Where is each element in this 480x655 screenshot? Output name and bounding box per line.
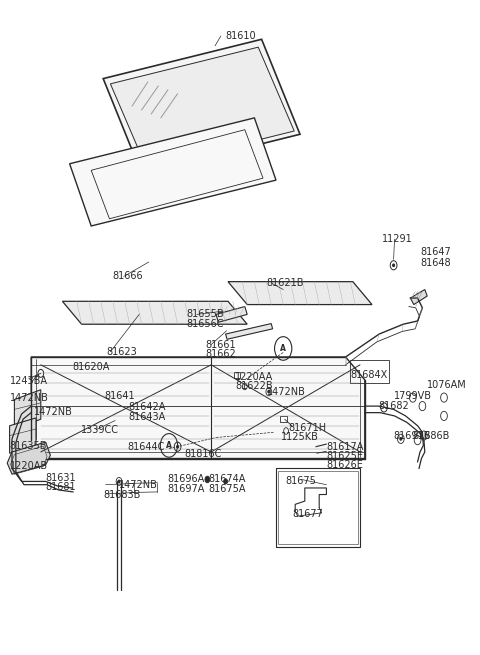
Bar bbox=[234, 372, 240, 378]
Text: 81682: 81682 bbox=[378, 401, 409, 411]
Text: 81643A: 81643A bbox=[129, 412, 166, 422]
Text: 81620A: 81620A bbox=[72, 362, 109, 372]
Text: 81617A: 81617A bbox=[326, 441, 364, 452]
Text: 1125KB: 1125KB bbox=[281, 432, 319, 442]
Polygon shape bbox=[226, 324, 273, 339]
Bar bbox=[280, 416, 287, 422]
Circle shape bbox=[268, 390, 270, 393]
Text: 81675A: 81675A bbox=[209, 483, 246, 494]
Bar bbox=[278, 471, 358, 544]
Text: 81662: 81662 bbox=[205, 348, 236, 359]
Text: 81631: 81631 bbox=[46, 473, 76, 483]
Text: 1799VB: 1799VB bbox=[394, 391, 432, 402]
Text: 81635B: 81635B bbox=[10, 441, 47, 451]
Circle shape bbox=[118, 480, 120, 483]
Text: 81677: 81677 bbox=[293, 509, 324, 519]
Polygon shape bbox=[91, 130, 263, 219]
Bar bbox=[276, 468, 360, 547]
Text: 81644C: 81644C bbox=[127, 442, 165, 453]
Text: 81641: 81641 bbox=[105, 390, 135, 401]
Text: 81647: 81647 bbox=[420, 247, 451, 257]
Text: 81697A: 81697A bbox=[167, 483, 204, 494]
Text: 81610: 81610 bbox=[226, 31, 256, 41]
Text: A: A bbox=[166, 441, 172, 450]
Text: A: A bbox=[280, 344, 286, 353]
Text: 1220AA: 1220AA bbox=[235, 371, 274, 382]
Circle shape bbox=[177, 445, 179, 448]
Text: 1243BA: 1243BA bbox=[10, 376, 48, 386]
Polygon shape bbox=[10, 418, 36, 453]
Text: 81661: 81661 bbox=[205, 339, 236, 350]
Polygon shape bbox=[410, 290, 427, 305]
Text: 81648: 81648 bbox=[420, 258, 451, 269]
Text: 81655B: 81655B bbox=[186, 309, 224, 320]
Circle shape bbox=[393, 264, 395, 267]
Text: 1472NB: 1472NB bbox=[10, 392, 48, 403]
Polygon shape bbox=[70, 118, 276, 226]
Text: 81666: 81666 bbox=[113, 271, 144, 282]
Text: 81816C: 81816C bbox=[185, 449, 222, 459]
Text: 1220AB: 1220AB bbox=[10, 461, 48, 472]
Text: 81626E: 81626E bbox=[326, 460, 363, 470]
Text: 81674A: 81674A bbox=[209, 474, 246, 485]
Circle shape bbox=[400, 438, 402, 440]
Text: 81696A: 81696A bbox=[167, 474, 204, 485]
Polygon shape bbox=[62, 301, 247, 324]
Text: 81625E: 81625E bbox=[326, 451, 363, 461]
Text: 1472NB: 1472NB bbox=[267, 386, 306, 397]
Text: 81686B: 81686B bbox=[413, 431, 450, 441]
Polygon shape bbox=[14, 390, 41, 429]
Text: 81684X: 81684X bbox=[350, 370, 388, 381]
Bar bbox=[350, 360, 389, 383]
Polygon shape bbox=[103, 39, 300, 174]
Text: 81622B: 81622B bbox=[235, 381, 273, 391]
Text: 81675: 81675 bbox=[286, 476, 316, 487]
Text: 1339CC: 1339CC bbox=[81, 424, 119, 435]
Polygon shape bbox=[7, 442, 50, 474]
Text: 1472NB: 1472NB bbox=[34, 407, 72, 417]
Circle shape bbox=[205, 476, 210, 483]
Polygon shape bbox=[216, 307, 247, 322]
Text: 81623: 81623 bbox=[107, 346, 137, 357]
Text: 81683B: 81683B bbox=[103, 490, 141, 500]
Text: 81681: 81681 bbox=[46, 482, 76, 493]
Text: 1076AM: 1076AM bbox=[427, 380, 467, 390]
Polygon shape bbox=[110, 47, 294, 168]
Text: 81656C: 81656C bbox=[186, 319, 224, 329]
Polygon shape bbox=[228, 282, 372, 305]
Text: 1472NB: 1472NB bbox=[119, 479, 158, 490]
Text: 81691B: 81691B bbox=[394, 431, 431, 441]
Circle shape bbox=[224, 479, 228, 484]
Text: 81642A: 81642A bbox=[129, 402, 166, 413]
Text: 11291: 11291 bbox=[382, 234, 412, 244]
Text: 81671H: 81671H bbox=[288, 422, 326, 433]
Polygon shape bbox=[31, 357, 365, 458]
Text: 81621B: 81621B bbox=[266, 278, 304, 288]
